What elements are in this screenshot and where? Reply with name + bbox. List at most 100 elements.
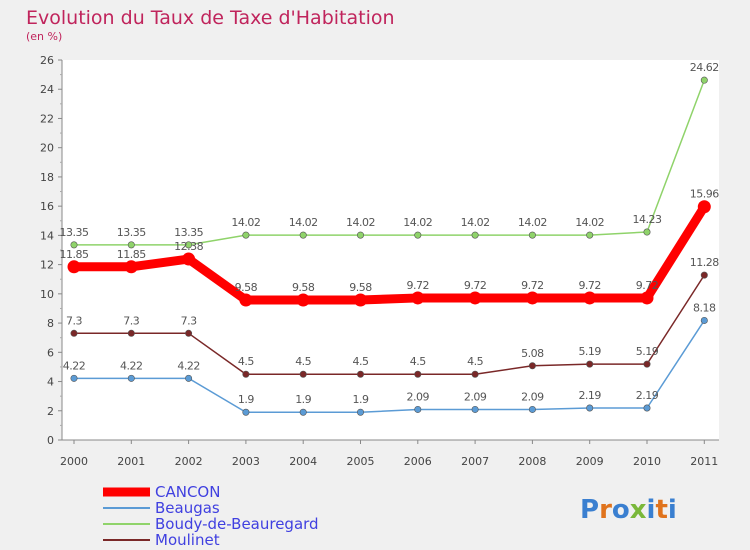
data-point	[296, 293, 310, 307]
data-point	[239, 293, 253, 307]
y-tick-label: 10	[40, 288, 54, 301]
data-point	[468, 291, 482, 305]
y-tick-label: 0	[47, 434, 54, 447]
x-tick-label: 2007	[461, 455, 489, 468]
data-label: 9.58	[292, 281, 315, 294]
data-labels-layer: 11.85 11.85 12.38 9.58 9.58 9.58 9.72 9.72 9.72 9…	[60, 61, 720, 406]
series-layer	[67, 76, 711, 416]
data-point	[586, 231, 594, 239]
series-cancon	[67, 200, 711, 307]
y-tick-label: 22	[40, 112, 54, 125]
data-point	[127, 241, 135, 249]
data-point	[525, 291, 539, 305]
data-label: 4.5	[467, 355, 483, 368]
x-tick-label: 2004	[289, 455, 317, 468]
legend-label: CANCON	[155, 483, 220, 501]
data-label: 9.58	[235, 281, 258, 294]
data-label: 4.5	[238, 355, 254, 368]
data-label: 5.19	[636, 345, 659, 358]
data-point	[242, 231, 250, 239]
data-label: 9.72	[578, 279, 601, 292]
data-point	[242, 408, 250, 416]
data-label: 4.5	[410, 355, 426, 368]
data-label: 9.72	[407, 279, 430, 292]
data-point	[182, 252, 196, 266]
data-point	[185, 241, 193, 249]
data-point	[643, 404, 651, 412]
data-label: 11.85	[117, 248, 146, 261]
chart-title: Evolution du Taux de Taxe d'Habitation	[26, 7, 395, 29]
data-point	[700, 271, 708, 279]
data-label: 5.19	[578, 345, 601, 358]
data-point	[411, 291, 425, 305]
x-tick-label: 2003	[232, 455, 260, 468]
data-label: 15.96	[690, 188, 719, 201]
legend-label: Moulinet	[155, 531, 220, 549]
data-point	[643, 360, 651, 368]
x-tick-label: 2006	[404, 455, 432, 468]
y-tick-label: 18	[40, 171, 54, 184]
proxiti-logo: Proxiti	[580, 495, 677, 525]
series-line	[73, 319, 706, 413]
data-point	[67, 260, 81, 274]
data-label: 2.09	[407, 390, 430, 403]
data-label: 9.72	[464, 279, 487, 292]
data-point	[414, 231, 422, 239]
data-label: 7.3	[181, 314, 197, 327]
data-label: 14.23	[633, 213, 662, 226]
data-point	[70, 241, 78, 249]
data-label: 14.02	[461, 216, 490, 229]
data-point	[471, 370, 479, 378]
data-label: 1.9	[353, 393, 369, 406]
x-tick-label: 2005	[347, 455, 375, 468]
data-label: 12.38	[174, 240, 203, 253]
y-tick-label: 12	[40, 259, 54, 272]
x-tick-label: 2010	[633, 455, 661, 468]
data-label: 9.58	[349, 281, 372, 294]
data-point	[700, 76, 708, 84]
legend-label: Beaugas	[155, 499, 220, 517]
data-label: 2.09	[521, 390, 544, 403]
series-moulinet	[70, 271, 708, 378]
y-tick-label: 4	[47, 376, 54, 389]
x-tick-label: 2001	[117, 455, 145, 468]
data-label: 9.72	[521, 279, 544, 292]
y-tick-label: 16	[40, 200, 54, 213]
series-boudy-de-beauregard	[70, 76, 708, 249]
data-point	[124, 260, 138, 274]
series-line	[69, 202, 709, 305]
y-tick-label: 24	[40, 83, 54, 96]
data-point	[640, 291, 654, 305]
y-tick-label: 20	[40, 142, 54, 155]
x-axis-ticks: 2000 2001 2002 2003 2004 2005 2006 2007 2008 2009…	[60, 440, 718, 468]
chart-subtitle: (en %)	[26, 30, 62, 43]
data-label: 2.19	[636, 389, 659, 402]
data-point	[299, 408, 307, 416]
x-tick-label: 2009	[576, 455, 604, 468]
x-tick-label: 2011	[690, 455, 718, 468]
y-tick-label: 8	[47, 317, 54, 330]
data-point	[354, 293, 367, 307]
y-tick-label: 14	[40, 229, 54, 242]
data-point	[586, 404, 594, 412]
y-tick-label: 6	[47, 346, 54, 359]
data-point	[414, 370, 422, 378]
x-tick-label: 2000	[60, 455, 88, 468]
data-label: 13.35	[60, 226, 89, 239]
series-line	[73, 79, 706, 246]
data-point	[414, 405, 422, 413]
data-label: 11.28	[690, 256, 719, 269]
data-point	[471, 405, 479, 413]
plot-area	[62, 60, 719, 440]
series-line	[73, 274, 706, 375]
data-point	[185, 374, 193, 382]
y-tick-label: 2	[47, 405, 54, 418]
data-label: 4.22	[177, 359, 200, 372]
data-label: 5.08	[521, 347, 544, 360]
data-label: 13.35	[174, 226, 203, 239]
data-label: 1.9	[238, 393, 254, 406]
data-point	[242, 370, 250, 378]
